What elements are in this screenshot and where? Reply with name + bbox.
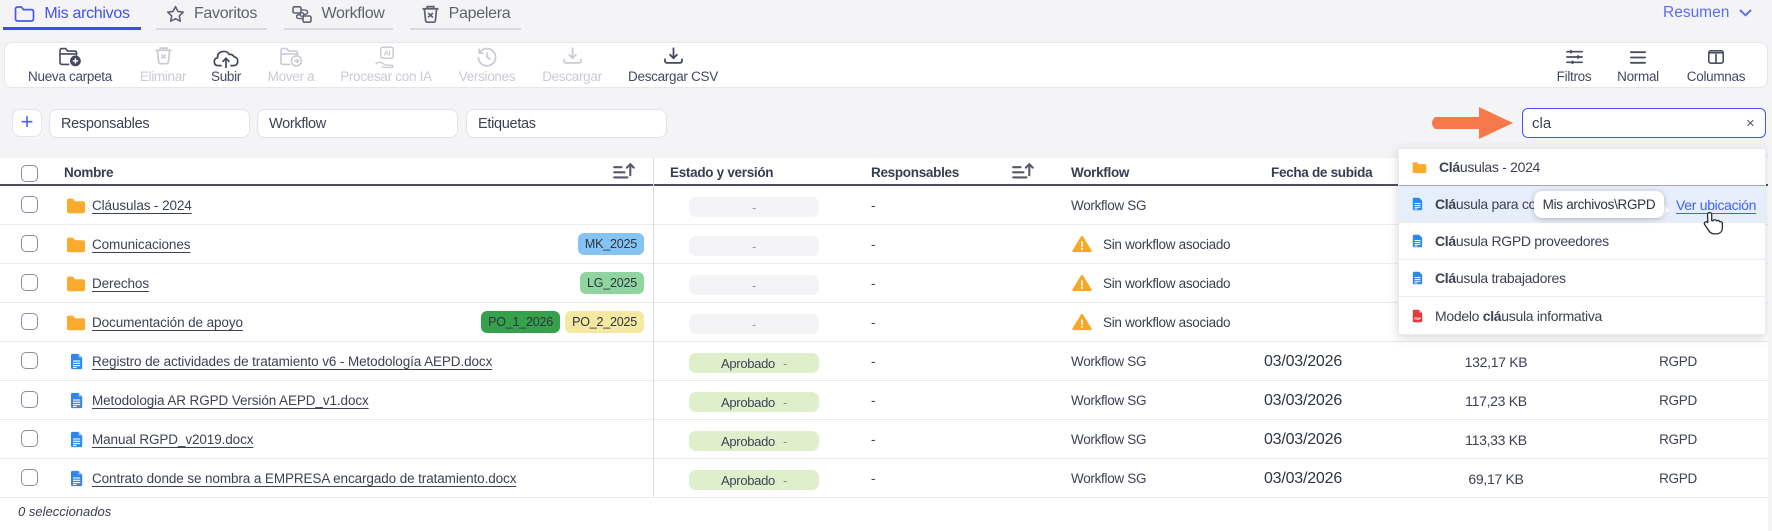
svg-text:AI: AI bbox=[384, 49, 391, 57]
svg-text:PDF: PDF bbox=[1414, 317, 1421, 321]
